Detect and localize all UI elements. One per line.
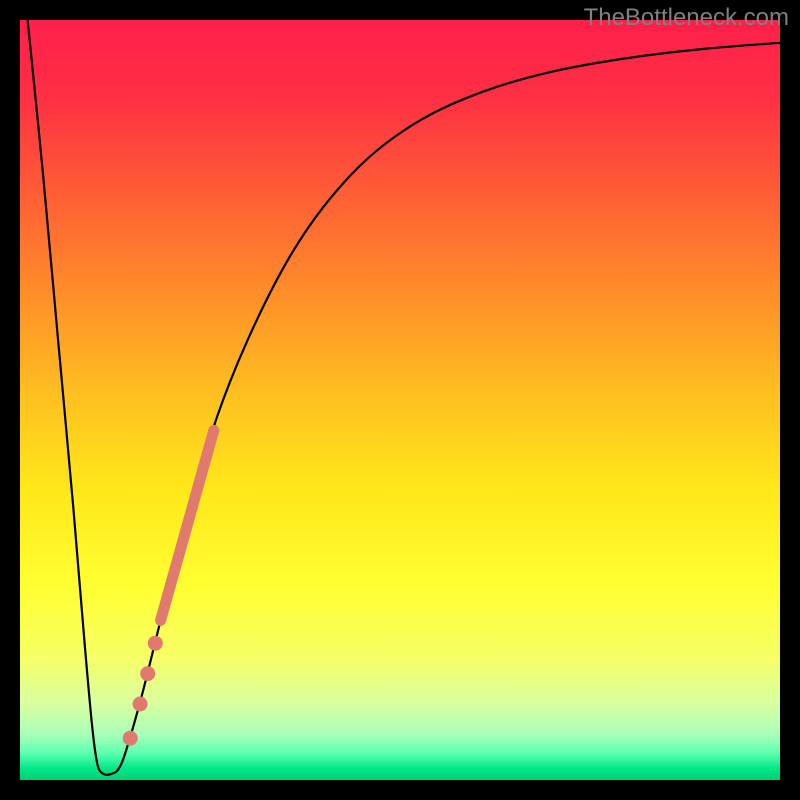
chart-svg bbox=[20, 20, 780, 780]
marker-dot bbox=[133, 697, 148, 712]
plot-area bbox=[20, 20, 780, 780]
marker-dot bbox=[123, 731, 138, 746]
chart-frame: TheBottleneck.com bbox=[0, 0, 800, 800]
marker-dot bbox=[148, 636, 163, 651]
watermark-text: TheBottleneck.com bbox=[584, 4, 789, 32]
marker-dot bbox=[140, 666, 155, 681]
